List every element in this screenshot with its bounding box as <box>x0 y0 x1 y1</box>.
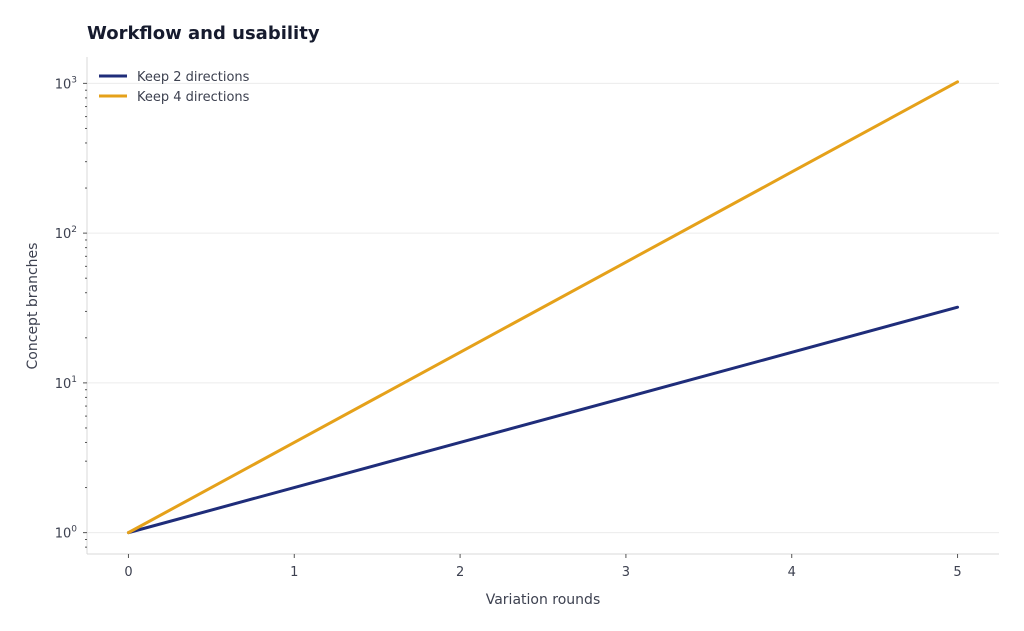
y-tick-label-1: 101 <box>55 375 77 392</box>
legend-label-0: Keep 2 directions <box>137 70 250 85</box>
y-axis-label: Concept branches <box>25 243 41 370</box>
series-line-1 <box>126 80 960 535</box>
axes-spines <box>86 57 999 555</box>
chart-title: Workflow and usability <box>87 23 320 44</box>
y-axis-ticks: 100 101 102 103 <box>55 75 87 548</box>
x-axis-label: Variation rounds <box>486 592 601 608</box>
legend-label-1: Keep 4 directions <box>137 90 250 105</box>
series-lines <box>126 80 960 535</box>
series-line-0 <box>126 305 960 535</box>
grid-lines <box>87 82 999 534</box>
y-tick-label-0: 100 <box>55 525 78 542</box>
legend: Keep 2 directions Keep 4 directions <box>99 70 250 105</box>
x-tick-label-1: 1 <box>290 565 298 580</box>
x-tick-label-4: 4 <box>788 565 796 580</box>
x-axis-ticks: 0 1 2 3 4 5 <box>124 554 962 580</box>
x-tick-label-0: 0 <box>124 565 132 580</box>
x-tick-label-2: 2 <box>456 565 464 580</box>
x-tick-label-5: 5 <box>953 565 961 580</box>
y-tick-label-2: 102 <box>55 225 77 242</box>
y-tick-label-3: 103 <box>55 75 77 92</box>
x-tick-label-3: 3 <box>622 565 630 580</box>
